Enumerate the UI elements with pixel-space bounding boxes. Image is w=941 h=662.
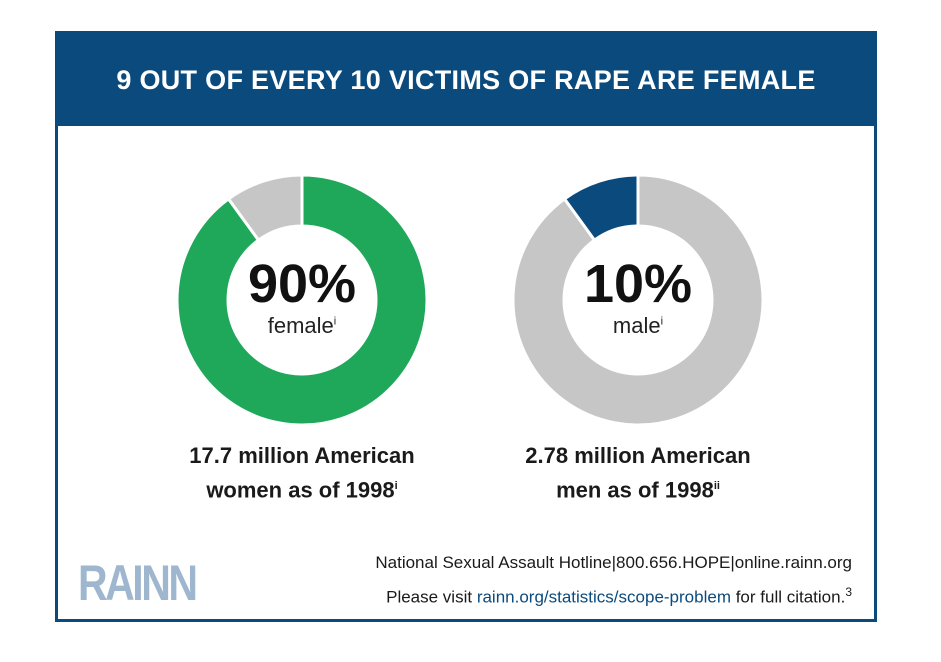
citation-mark: 3	[845, 585, 852, 599]
female-caption-line2-wrap: women as of 1998i	[142, 471, 462, 505]
donut-slice-male-1	[562, 174, 640, 243]
male-caption: 2.78 million American men as of 1998ii	[478, 440, 798, 505]
donut-slice-female-1	[512, 174, 764, 426]
female-caption-line2: women as of 1998	[206, 477, 395, 503]
male-caption-line2: men as of 1998	[556, 477, 714, 503]
male-label-note: i	[660, 315, 664, 328]
male-label-text: male	[612, 313, 661, 338]
rainn-logo: RAINN	[78, 555, 198, 611]
donut-slice-male-0	[226, 174, 304, 243]
female-label-note: i	[333, 315, 337, 328]
donut-center-female: 90% femalei	[176, 174, 428, 426]
donut-svg-female	[176, 174, 428, 426]
visit-prefix: Please visit	[386, 587, 477, 607]
female-caption-line1: 17.7 million American	[189, 443, 415, 468]
male-caption-line2-wrap: men as of 1998ii	[478, 471, 798, 505]
male-caption-note: ii	[713, 480, 720, 492]
female-percent: 90%	[247, 254, 357, 314]
donut-chart-male: 10% malei	[512, 174, 764, 426]
male-percent: 10%	[583, 254, 693, 314]
male-caption-line1: 2.78 million American	[525, 443, 751, 468]
page-title: 9 OUT OF EVERY 10 VICTIMS OF RAPE ARE FE…	[116, 64, 816, 95]
citation-link[interactable]: rainn.org/statistics/scope-problem	[476, 587, 731, 607]
donut-slice-female-0	[176, 174, 428, 426]
visit-suffix: for full citation.	[730, 587, 846, 607]
female-caption: 17.7 million American women as of 1998i	[142, 440, 462, 505]
donut-center-male: 10% malei	[512, 174, 764, 426]
hotline-text: National Sexual Assault Hotline|800.656.…	[375, 553, 852, 572]
donut-chart-female: 90% femalei	[176, 174, 428, 426]
infographic-frame: 9 OUT OF EVERY 10 VICTIMS OF RAPE ARE FE…	[55, 31, 877, 622]
citation-text: Please visit rainn.org/statistics/scope-…	[386, 585, 852, 608]
female-label-text: female	[267, 313, 334, 338]
female-caption-note: i	[394, 480, 398, 492]
donut-svg-male	[512, 174, 764, 426]
male-label: malei	[613, 313, 663, 339]
title-banner: 9 OUT OF EVERY 10 VICTIMS OF RAPE ARE FE…	[58, 34, 874, 126]
female-label: femalei	[268, 313, 337, 339]
